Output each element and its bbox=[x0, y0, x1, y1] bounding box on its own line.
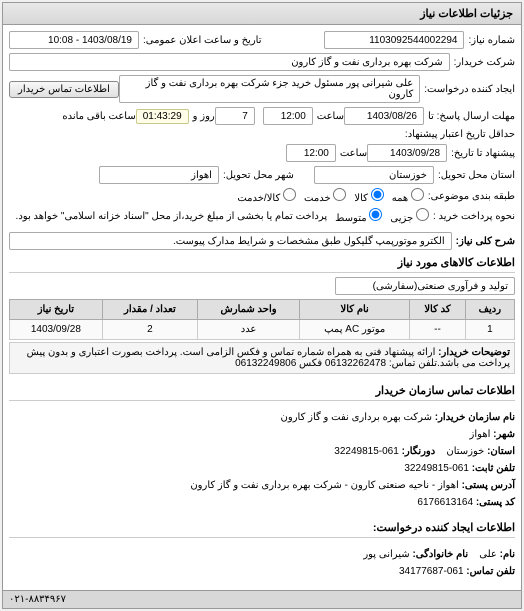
col-row: ردیف bbox=[465, 300, 514, 320]
fax-label: دورنگار: bbox=[402, 446, 436, 457]
days-count: 7 bbox=[215, 107, 255, 125]
province-value: خوزستان bbox=[446, 446, 484, 457]
org-contact-block: نام سازمان خریدار: شرکت بهره برداری نفت … bbox=[9, 405, 515, 515]
radio-goods[interactable]: کالا bbox=[354, 188, 383, 204]
delivery-city: اهواز bbox=[99, 166, 219, 184]
req-number-value: 1103092544002294 bbox=[324, 31, 464, 49]
notes-label: توضیحات خریدار: bbox=[438, 347, 510, 358]
contact-section-title: اطلاعات تماس سازمان خریدار bbox=[9, 384, 515, 401]
items-table: ردیف کد کالا نام کالا واحد شمارش تعداد /… bbox=[9, 299, 515, 340]
creator-tel: 061-34177687 bbox=[399, 566, 464, 577]
fax-value: 061-32249815 bbox=[334, 446, 399, 457]
radio-goods-service-label: کالا/خدمت bbox=[237, 193, 280, 204]
tel-value: 061-32249815 bbox=[404, 463, 469, 474]
cell-unit: عدد bbox=[198, 320, 300, 340]
deadline-time: 12:00 bbox=[263, 107, 313, 125]
deadline-time-label: ساعت bbox=[317, 111, 344, 122]
days-label: روز و bbox=[193, 111, 215, 122]
radio-all[interactable]: همه bbox=[392, 188, 424, 204]
validity-to-label: پیشنهاد تا تاریخ: bbox=[451, 148, 515, 159]
filter-value[interactable]: تولید و فرآوری صنعتی(سفارشی) bbox=[335, 277, 515, 295]
deadline-date: 1403/08/26 bbox=[344, 107, 424, 125]
validity-time-label: ساعت bbox=[340, 148, 367, 159]
footer-bar: ۰۲۱-۸۸۳۴۹۶۷ bbox=[3, 590, 521, 608]
desc-label: شرح کلی نیاز: bbox=[456, 236, 515, 247]
radio-service-label: خدمت bbox=[304, 193, 331, 204]
col-code: کد کالا bbox=[410, 300, 465, 320]
creator-label: ایجاد کننده درخواست: bbox=[424, 84, 515, 95]
req-number-label: شماره نیاز: bbox=[468, 35, 515, 46]
creator-contact-block: نام: علی نام خانوادگی: شیرانی پور تلفن ت… bbox=[9, 542, 515, 584]
address-value: اهواز - ناحیه صنعتی کارون - شرکت بهره بر… bbox=[190, 480, 458, 491]
province-label: استان: bbox=[487, 446, 515, 457]
panel-body: شماره نیاز: 1103092544002294 تاریخ و ساع… bbox=[3, 25, 521, 590]
address-label: آدرس پستی: bbox=[462, 480, 515, 491]
cell-qty: 2 bbox=[102, 320, 197, 340]
creator-contact-title: اطلاعات ایجاد کننده درخواست: bbox=[9, 521, 515, 538]
col-name: نام کالا bbox=[300, 300, 410, 320]
validity-date: 1403/09/28 bbox=[367, 144, 447, 162]
cell-rownum: 1 bbox=[465, 320, 514, 340]
validity-from-label: حداقل تاریخ اعتبار پیشنهاد: bbox=[405, 129, 515, 140]
city-label: شهر: bbox=[493, 429, 515, 440]
postal-value: 6176613164 bbox=[417, 497, 473, 508]
radio-goods-service[interactable]: کالا/خدمت bbox=[237, 188, 296, 204]
payment-radio-group: جزیی متوسط bbox=[335, 208, 429, 224]
radio-payment-low-label: جزیی bbox=[390, 213, 413, 224]
creator-name-label: نام: bbox=[500, 549, 515, 560]
radio-payment-low[interactable]: جزیی bbox=[390, 208, 429, 224]
cell-date: 1403/09/28 bbox=[10, 320, 103, 340]
postal-label: کد پستی: bbox=[476, 497, 515, 508]
org-label: نام سازمان خریدار: bbox=[435, 412, 515, 423]
topic-radio-group: همه کالا خدمت کالا/خدمت bbox=[237, 188, 424, 204]
payment-note: پرداخت تمام یا بخشی از مبلغ خرید،از محل … bbox=[16, 211, 328, 222]
items-section-title: اطلاعات کالاهای مورد نیاز bbox=[9, 256, 515, 273]
col-unit: واحد شمارش bbox=[198, 300, 300, 320]
buyer-notes: توضیحات خریدار: ارائه پیشنهاد فنی به همر… bbox=[9, 342, 515, 374]
buyer-label: شرکت خریدار: bbox=[454, 57, 515, 68]
cell-itemname: موتور AC پمپ bbox=[300, 320, 410, 340]
details-panel: جزئیات اطلاعات نیاز شماره نیاز: 11030925… bbox=[2, 2, 522, 609]
org-value: شرکت بهره برداری نفت و گاز کارون bbox=[281, 412, 432, 423]
radio-payment-mid-label: متوسط bbox=[335, 213, 366, 224]
deadline-to-label: مهلت ارسال پاسخ: تا bbox=[428, 111, 515, 122]
col-date: تاریخ نیاز bbox=[10, 300, 103, 320]
topic-class-label: طبقه بندی موضوعی: bbox=[428, 191, 515, 202]
delivery-city-label: شهر محل تحویل: bbox=[223, 170, 294, 181]
remain-label: ساعت باقی مانده bbox=[62, 111, 135, 122]
table-header-row: ردیف کد کالا نام کالا واحد شمارش تعداد /… bbox=[10, 300, 515, 320]
delivery-state: خوزستان bbox=[314, 166, 434, 184]
radio-all-label: همه bbox=[392, 193, 408, 204]
radio-service[interactable]: خدمت bbox=[304, 188, 346, 204]
radio-goods-label: کالا bbox=[354, 193, 368, 204]
table-row[interactable]: 1 -- موتور AC پمپ عدد 2 1403/09/28 bbox=[10, 320, 515, 340]
contact-buyer-button[interactable]: اطلاعات تماس خریدار bbox=[9, 81, 119, 98]
validity-time: 12:00 bbox=[286, 144, 336, 162]
radio-payment-mid[interactable]: متوسط bbox=[335, 208, 382, 224]
col-qty: تعداد / مقدار bbox=[102, 300, 197, 320]
creator-tel-label: تلفن تماس: bbox=[466, 566, 515, 577]
tel-label: تلفن ثابت: bbox=[472, 463, 515, 474]
announce-value: 1403/08/19 - 10:08 bbox=[9, 31, 139, 49]
creator-value: علی شیرانی پور مسئول خرید جزء شرکت بهره … bbox=[119, 75, 420, 103]
delivery-state-label: استان محل تحویل: bbox=[438, 170, 515, 181]
remaining-time: 01:43:29 bbox=[136, 109, 189, 124]
buyer-value: شرکت بهره برداری نفت و گاز کارون bbox=[9, 53, 450, 71]
panel-title: جزئیات اطلاعات نیاز bbox=[3, 3, 521, 25]
creator-family: شیرانی پور bbox=[363, 549, 409, 560]
announce-label: تاریخ و ساعت اعلان عمومی: bbox=[143, 35, 262, 46]
cell-code: -- bbox=[410, 320, 465, 340]
creator-name: علی bbox=[479, 549, 497, 560]
city-value: اهواز bbox=[470, 429, 491, 440]
creator-family-label: نام خانوادگی: bbox=[412, 549, 468, 560]
payment-label: نحوه پرداخت خرید : bbox=[433, 211, 515, 222]
desc-value: الکترو موتورپمپ گلیکول طبق مشخصات و شرای… bbox=[9, 232, 452, 250]
